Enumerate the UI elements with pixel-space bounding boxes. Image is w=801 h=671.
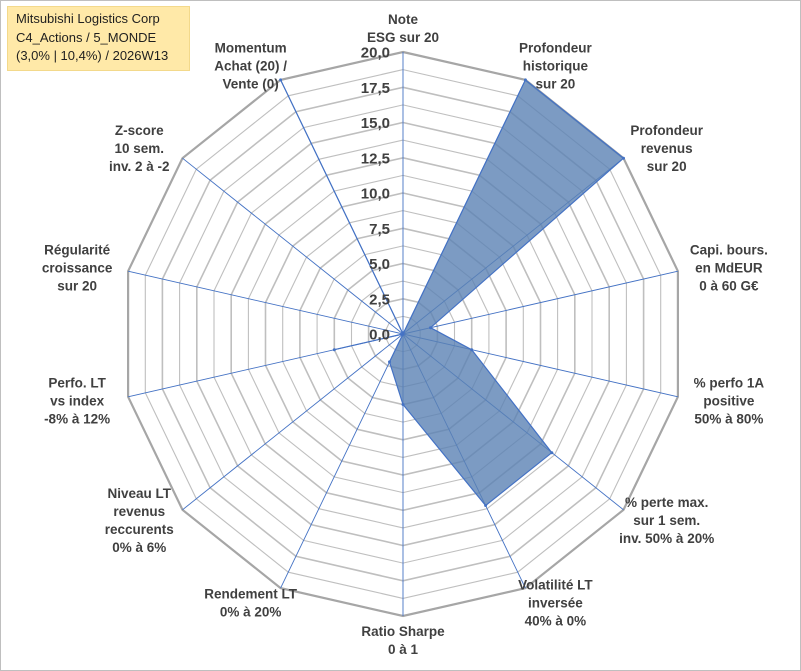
axis-label-9: 0% à 6% <box>112 540 166 555</box>
axis-label-1: Profondeur <box>519 41 592 56</box>
axis-label-9: Niveau LT <box>108 486 172 501</box>
data-point-7 <box>401 403 405 406</box>
axis-label-0: Note <box>388 12 418 27</box>
axis-label-1: historique <box>523 59 589 74</box>
axis-label-10: Perfo. LT <box>48 375 106 390</box>
title-line-category: C4_Actions / 5_MONDE <box>16 29 157 45</box>
tick-label: 5,0 <box>369 256 390 273</box>
axis-label-5: inv. 50% à 20% <box>619 531 714 546</box>
axis-label-1: sur 20 <box>536 77 576 92</box>
axis-label-0: ESG sur 20 <box>367 30 439 45</box>
axis-label-2: Profondeur <box>630 123 703 138</box>
data-point-12 <box>401 332 405 336</box>
axis-label-2: revenus <box>641 141 693 156</box>
data-point-8 <box>388 360 391 364</box>
axis-spoke <box>402 270 679 335</box>
data-point-10 <box>332 348 336 352</box>
axis-label-3: Capi. bours. <box>690 243 768 258</box>
axis-label-5: % perte max. <box>625 495 708 510</box>
axis-label-5: sur 1 sem. <box>633 513 700 528</box>
axis-label-4: positive <box>703 393 755 408</box>
axis-spoke <box>182 333 404 511</box>
axis-label-11: Régularité <box>44 243 111 258</box>
axis-label-9: revenus <box>113 504 165 519</box>
tick-label: 15,0 <box>361 115 390 132</box>
data-point-1 <box>523 78 527 82</box>
axis-label-13: Momentum <box>215 41 287 56</box>
axis-spoke <box>127 270 404 335</box>
data-point-4 <box>470 348 474 352</box>
chart-title: Mitsubishi Logistics Corp C4_Actions / 5… <box>7 6 190 71</box>
axis-label-8: 0% à 20% <box>220 605 282 620</box>
axis-label-11: croissance <box>42 261 113 276</box>
title-line-company: Mitsubishi Logistics Corp <box>16 11 160 26</box>
axis-label-13: Achat (20) / <box>214 59 287 74</box>
axis-label-3: 0 à 60 G€ <box>699 279 759 294</box>
axis-label-7: 0 à 1 <box>388 642 419 657</box>
axis-spoke <box>280 333 404 589</box>
tick-labels: 0,0 2,5 5,0 7,5 10,0 12,5 15,0 17,5 20,0 <box>361 45 390 344</box>
tick-label: 2,5 <box>369 291 390 308</box>
data-point-6 <box>484 504 488 507</box>
data-point-3 <box>429 326 432 330</box>
tick-label: 7,5 <box>369 221 390 238</box>
axis-label-10: vs index <box>50 393 105 408</box>
title-line-stats: (3,0% | 10,4%) / 2026W13 <box>16 48 169 63</box>
axis-label-6: Volatilité LT <box>518 578 593 593</box>
axis-label-8: Rendement LT <box>204 587 298 602</box>
series-area <box>280 78 625 507</box>
tick-label: 17,5 <box>361 80 390 97</box>
tick-label: 10,0 <box>361 186 390 203</box>
axis-label-7: Ratio Sharpe <box>361 624 445 639</box>
axis-label-6: inversée <box>528 596 583 611</box>
axis-label-13: Vente (0) <box>222 77 278 92</box>
axis-label-11: sur 20 <box>57 279 97 294</box>
axis-labels: Note ESG sur 20 Profondeur historique sur 20… <box>42 12 768 657</box>
data-series <box>279 78 625 507</box>
axis-label-12: Z-score <box>115 123 164 138</box>
data-point-2 <box>622 156 625 160</box>
axis-label-3: en MdEUR <box>695 261 763 276</box>
axis-spoke <box>182 157 404 335</box>
axis-label-2: sur 20 <box>647 159 687 174</box>
data-point-5 <box>550 451 554 455</box>
axis-label-6: 40% à 0% <box>525 614 587 629</box>
data-point-13 <box>279 78 283 82</box>
tick-label: 0,0 <box>369 327 390 344</box>
axis-label-12: inv. 2 à -2 <box>109 159 170 174</box>
tick-label: 20,0 <box>361 45 390 62</box>
axis-label-4: % perfo 1A <box>694 375 765 390</box>
axis-label-10: -8% à 12% <box>44 411 110 426</box>
axis-label-4: 50% à 80% <box>694 411 763 426</box>
axis-label-12: 10 sem. <box>115 141 165 156</box>
axis-label-9: reccurents <box>105 522 174 537</box>
tick-label: 12,5 <box>361 150 390 167</box>
